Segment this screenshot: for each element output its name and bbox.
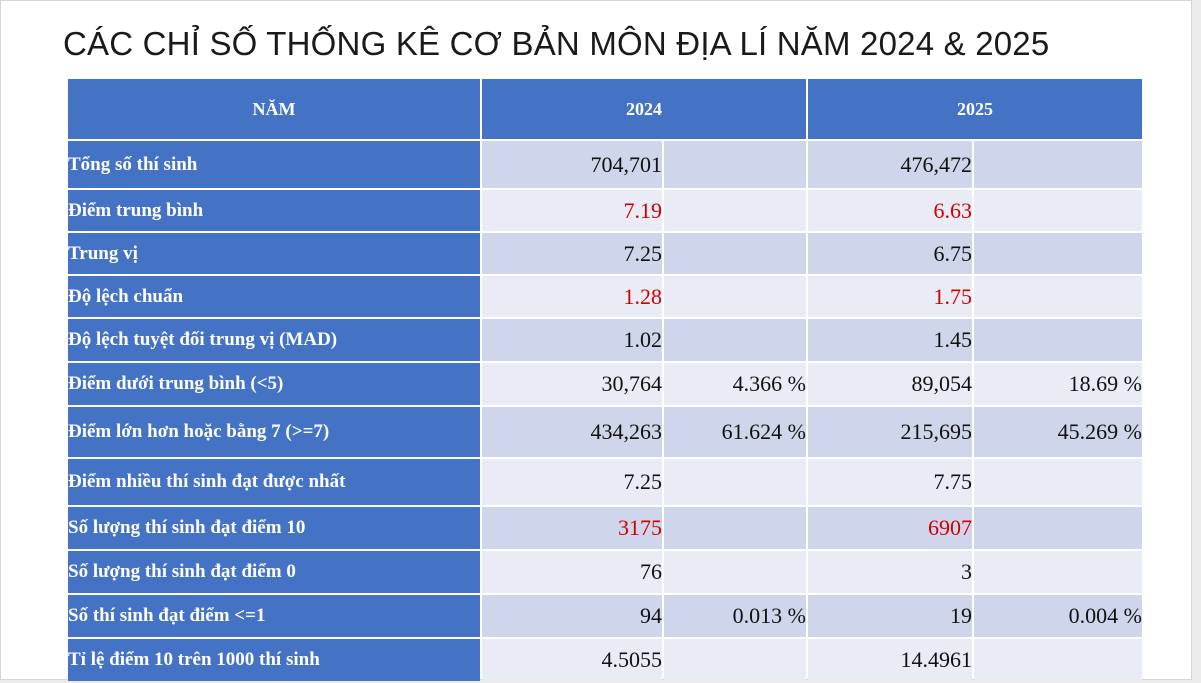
value-2024: 76: [482, 551, 662, 593]
row-label: Tỉ lệ điểm 10 trên 1000 thí sinh: [68, 639, 480, 681]
statistics-table: NĂM 2024 2025 Tổng số thí sinh 704,701 476…: [66, 77, 1144, 683]
table-row: Tổng số thí sinh 704,701 476,472: [68, 141, 1142, 188]
value-2024: 7.25: [482, 233, 662, 274]
table-row: Điểm dưới trung bình (<5) 30,764 4.366 % 89…: [68, 363, 1142, 405]
value-2025: 6.63: [808, 190, 972, 231]
page-title: CÁC CHỈ SỐ THỐNG KÊ CƠ BẢN MÔN ĐỊA LÍ NĂ…: [63, 25, 1050, 62]
percent-2025: [974, 551, 1142, 593]
table-row: Độ lệch chuẩn 1.28 1.75: [68, 276, 1142, 317]
table-row: Số lượng thí sinh đạt điểm 0 76 3: [68, 551, 1142, 593]
table-row: Số lượng thí sinh đạt điểm 10 3175 6907: [68, 507, 1142, 549]
value-2025: 19: [808, 595, 972, 637]
value-2025: 89,054: [808, 363, 972, 405]
percent-2025: [974, 233, 1142, 274]
percent-2024: [664, 319, 806, 361]
row-label: Độ lệch chuẩn: [68, 276, 480, 317]
percent-2024: [664, 276, 806, 317]
value-2024: 434,263: [482, 407, 662, 457]
value-2025: 215,695: [808, 407, 972, 457]
percent-2024: [664, 141, 806, 188]
value-2025: 3: [808, 551, 972, 593]
header-year-2024: 2024: [482, 79, 806, 139]
value-2025: 476,472: [808, 141, 972, 188]
value-2024: 3175: [482, 507, 662, 549]
value-2024: 704,701: [482, 141, 662, 188]
value-2024: 94: [482, 595, 662, 637]
value-2024: 7.25: [482, 459, 662, 505]
value-2024: 7.19: [482, 190, 662, 231]
row-label: Số lượng thí sinh đạt điểm 0: [68, 551, 480, 593]
table-row: Trung vị 7.25 6.75: [68, 233, 1142, 274]
percent-2024: 4.366 %: [664, 363, 806, 405]
percent-2024: [664, 190, 806, 231]
percent-2025: [974, 319, 1142, 361]
percent-2025: 45.269 %: [974, 407, 1142, 457]
table-row: Điểm nhiều thí sinh đạt được nhất 7.25 7.7…: [68, 459, 1142, 505]
value-2024: 1.02: [482, 319, 662, 361]
value-2025: 14.4961: [808, 639, 972, 681]
table-row: Số thí sinh đạt điểm <=1 94 0.013 % 19 0.004…: [68, 595, 1142, 637]
percent-2025: 18.69 %: [974, 363, 1142, 405]
value-2024: 1.28: [482, 276, 662, 317]
value-2025: 6907: [808, 507, 972, 549]
percent-2025: [974, 639, 1142, 681]
row-label: Tổng số thí sinh: [68, 141, 480, 188]
percent-2025: [974, 276, 1142, 317]
value-2025: 1.45: [808, 319, 972, 361]
table-row: Điểm lớn hơn hoặc bằng 7 (>=7) 434,263 61.…: [68, 407, 1142, 457]
value-2024: 30,764: [482, 363, 662, 405]
value-2025: 7.75: [808, 459, 972, 505]
percent-2024: [664, 639, 806, 681]
table-row: Điểm trung bình 7.19 6.63: [68, 190, 1142, 231]
percent-2024: 0.013 %: [664, 595, 806, 637]
table-body: Tổng số thí sinh 704,701 476,472 Điểm trung…: [68, 141, 1142, 681]
percent-2024: [664, 459, 806, 505]
percent-2025: [974, 190, 1142, 231]
row-label: Độ lệch tuyệt đối trung vị (MAD): [68, 319, 480, 361]
row-label: Điểm trung bình: [68, 190, 480, 231]
row-label: Điểm nhiều thí sinh đạt được nhất: [68, 459, 480, 505]
value-2024: 4.5055: [482, 639, 662, 681]
percent-2025: [974, 507, 1142, 549]
value-2025: 6.75: [808, 233, 972, 274]
row-label: Trung vị: [68, 233, 480, 274]
table-row: Độ lệch tuyệt đối trung vị (MAD) 1.02 1.45: [68, 319, 1142, 361]
row-label: Số lượng thí sinh đạt điểm 10: [68, 507, 480, 549]
row-label: Điểm lớn hơn hoặc bằng 7 (>=7): [68, 407, 480, 457]
value-2025: 1.75: [808, 276, 972, 317]
percent-2024: [664, 551, 806, 593]
table-header-row: NĂM 2024 2025: [68, 79, 1142, 139]
percent-2025: 0.004 %: [974, 595, 1142, 637]
row-label: Số thí sinh đạt điểm <=1: [68, 595, 480, 637]
percent-2025: [974, 459, 1142, 505]
percent-2024: [664, 507, 806, 549]
percent-2024: 61.624 %: [664, 407, 806, 457]
header-year-2025: 2025: [808, 79, 1142, 139]
percent-2024: [664, 233, 806, 274]
table-row: Tỉ lệ điểm 10 trên 1000 thí sinh 4.5055 14…: [68, 639, 1142, 681]
header-year-label: NĂM: [68, 79, 480, 139]
row-label: Điểm dưới trung bình (<5): [68, 363, 480, 405]
percent-2025: [974, 141, 1142, 188]
